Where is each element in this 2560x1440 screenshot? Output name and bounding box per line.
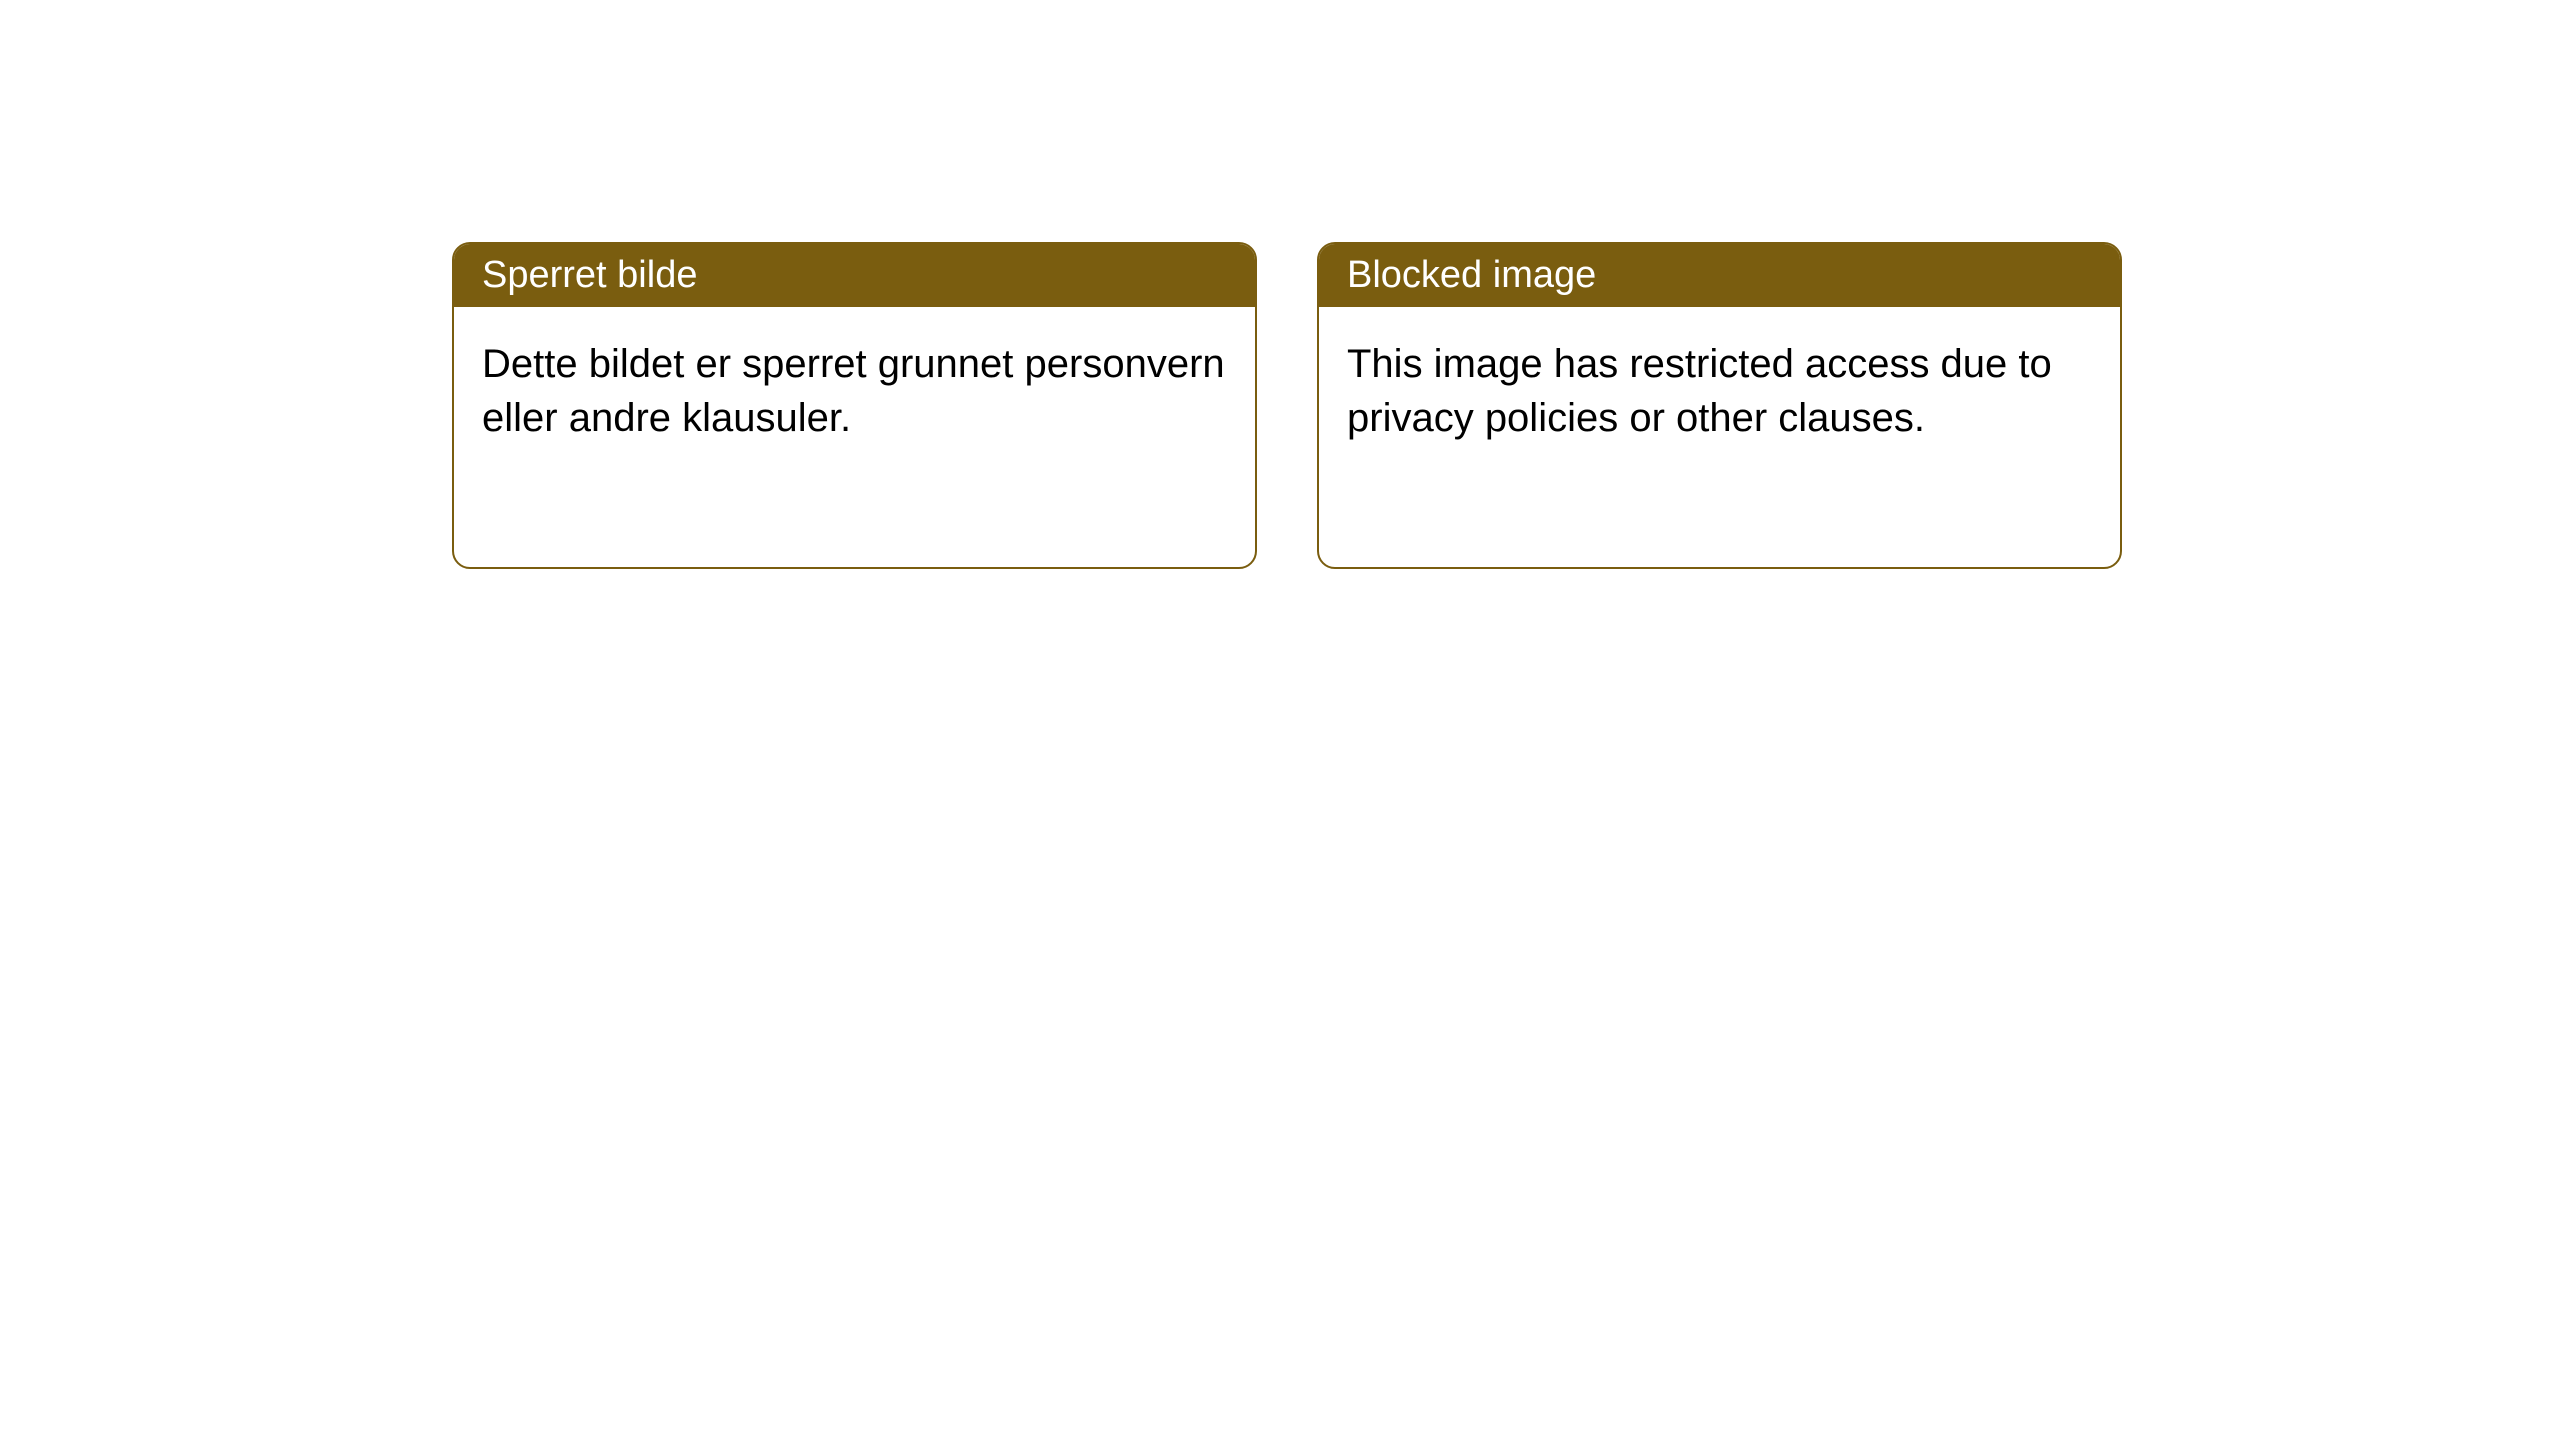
notice-card-header: Blocked image	[1319, 244, 2120, 307]
notice-card-norwegian: Sperret bilde Dette bildet er sperret gr…	[452, 242, 1257, 569]
notice-card-body: Dette bildet er sperret grunnet personve…	[454, 307, 1255, 567]
notice-card-english: Blocked image This image has restricted …	[1317, 242, 2122, 569]
notice-cards-container: Sperret bilde Dette bildet er sperret gr…	[452, 242, 2122, 569]
notice-card-header: Sperret bilde	[454, 244, 1255, 307]
notice-card-title: Blocked image	[1347, 254, 1596, 296]
notice-card-message: This image has restricted access due to …	[1347, 342, 2052, 440]
notice-card-body: This image has restricted access due to …	[1319, 307, 2120, 567]
notice-card-title: Sperret bilde	[482, 254, 697, 296]
notice-card-message: Dette bildet er sperret grunnet personve…	[482, 342, 1225, 440]
